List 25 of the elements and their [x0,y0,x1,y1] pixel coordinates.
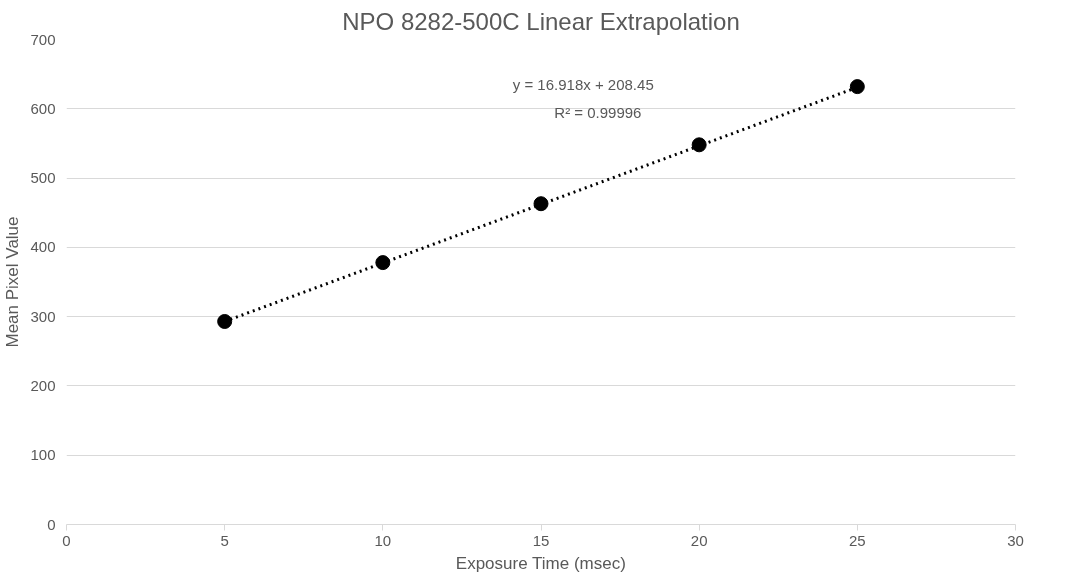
point [217,314,233,329]
x-tick-label: 0 [62,531,71,549]
x-tick-label: 30 [1007,531,1024,549]
x-tick-label: 20 [690,531,708,549]
x-tick-label: 10 [374,531,392,549]
y-tick-label: 100 [30,446,56,464]
annotation: R² = 0.99996 [554,104,642,121]
annotation: y = 16.918x + 208.45 [512,76,654,93]
y-tick-label: 300 [30,307,56,325]
point [533,196,549,212]
y-tick-label: 400 [30,238,56,256]
y-tick-label: 200 [30,376,56,394]
point [849,79,865,95]
x-tick-label: 15 [532,531,550,549]
y-tick-label: 600 [30,99,56,117]
y-tick-label: 500 [30,169,56,187]
x-tick-label: 25 [848,531,866,549]
point [375,255,391,271]
y-tick-label: 0 [47,515,56,533]
y-tick-label: 700 [30,30,56,48]
x-tick-label: 5 [220,531,229,549]
chart-title: NPO 8282-500C Linear Extrapolation [342,7,740,35]
x-axis-title: Exposure Time (msec) [455,553,626,573]
point [691,137,707,153]
y-axis-title: Mean Pixel Value [3,216,23,348]
